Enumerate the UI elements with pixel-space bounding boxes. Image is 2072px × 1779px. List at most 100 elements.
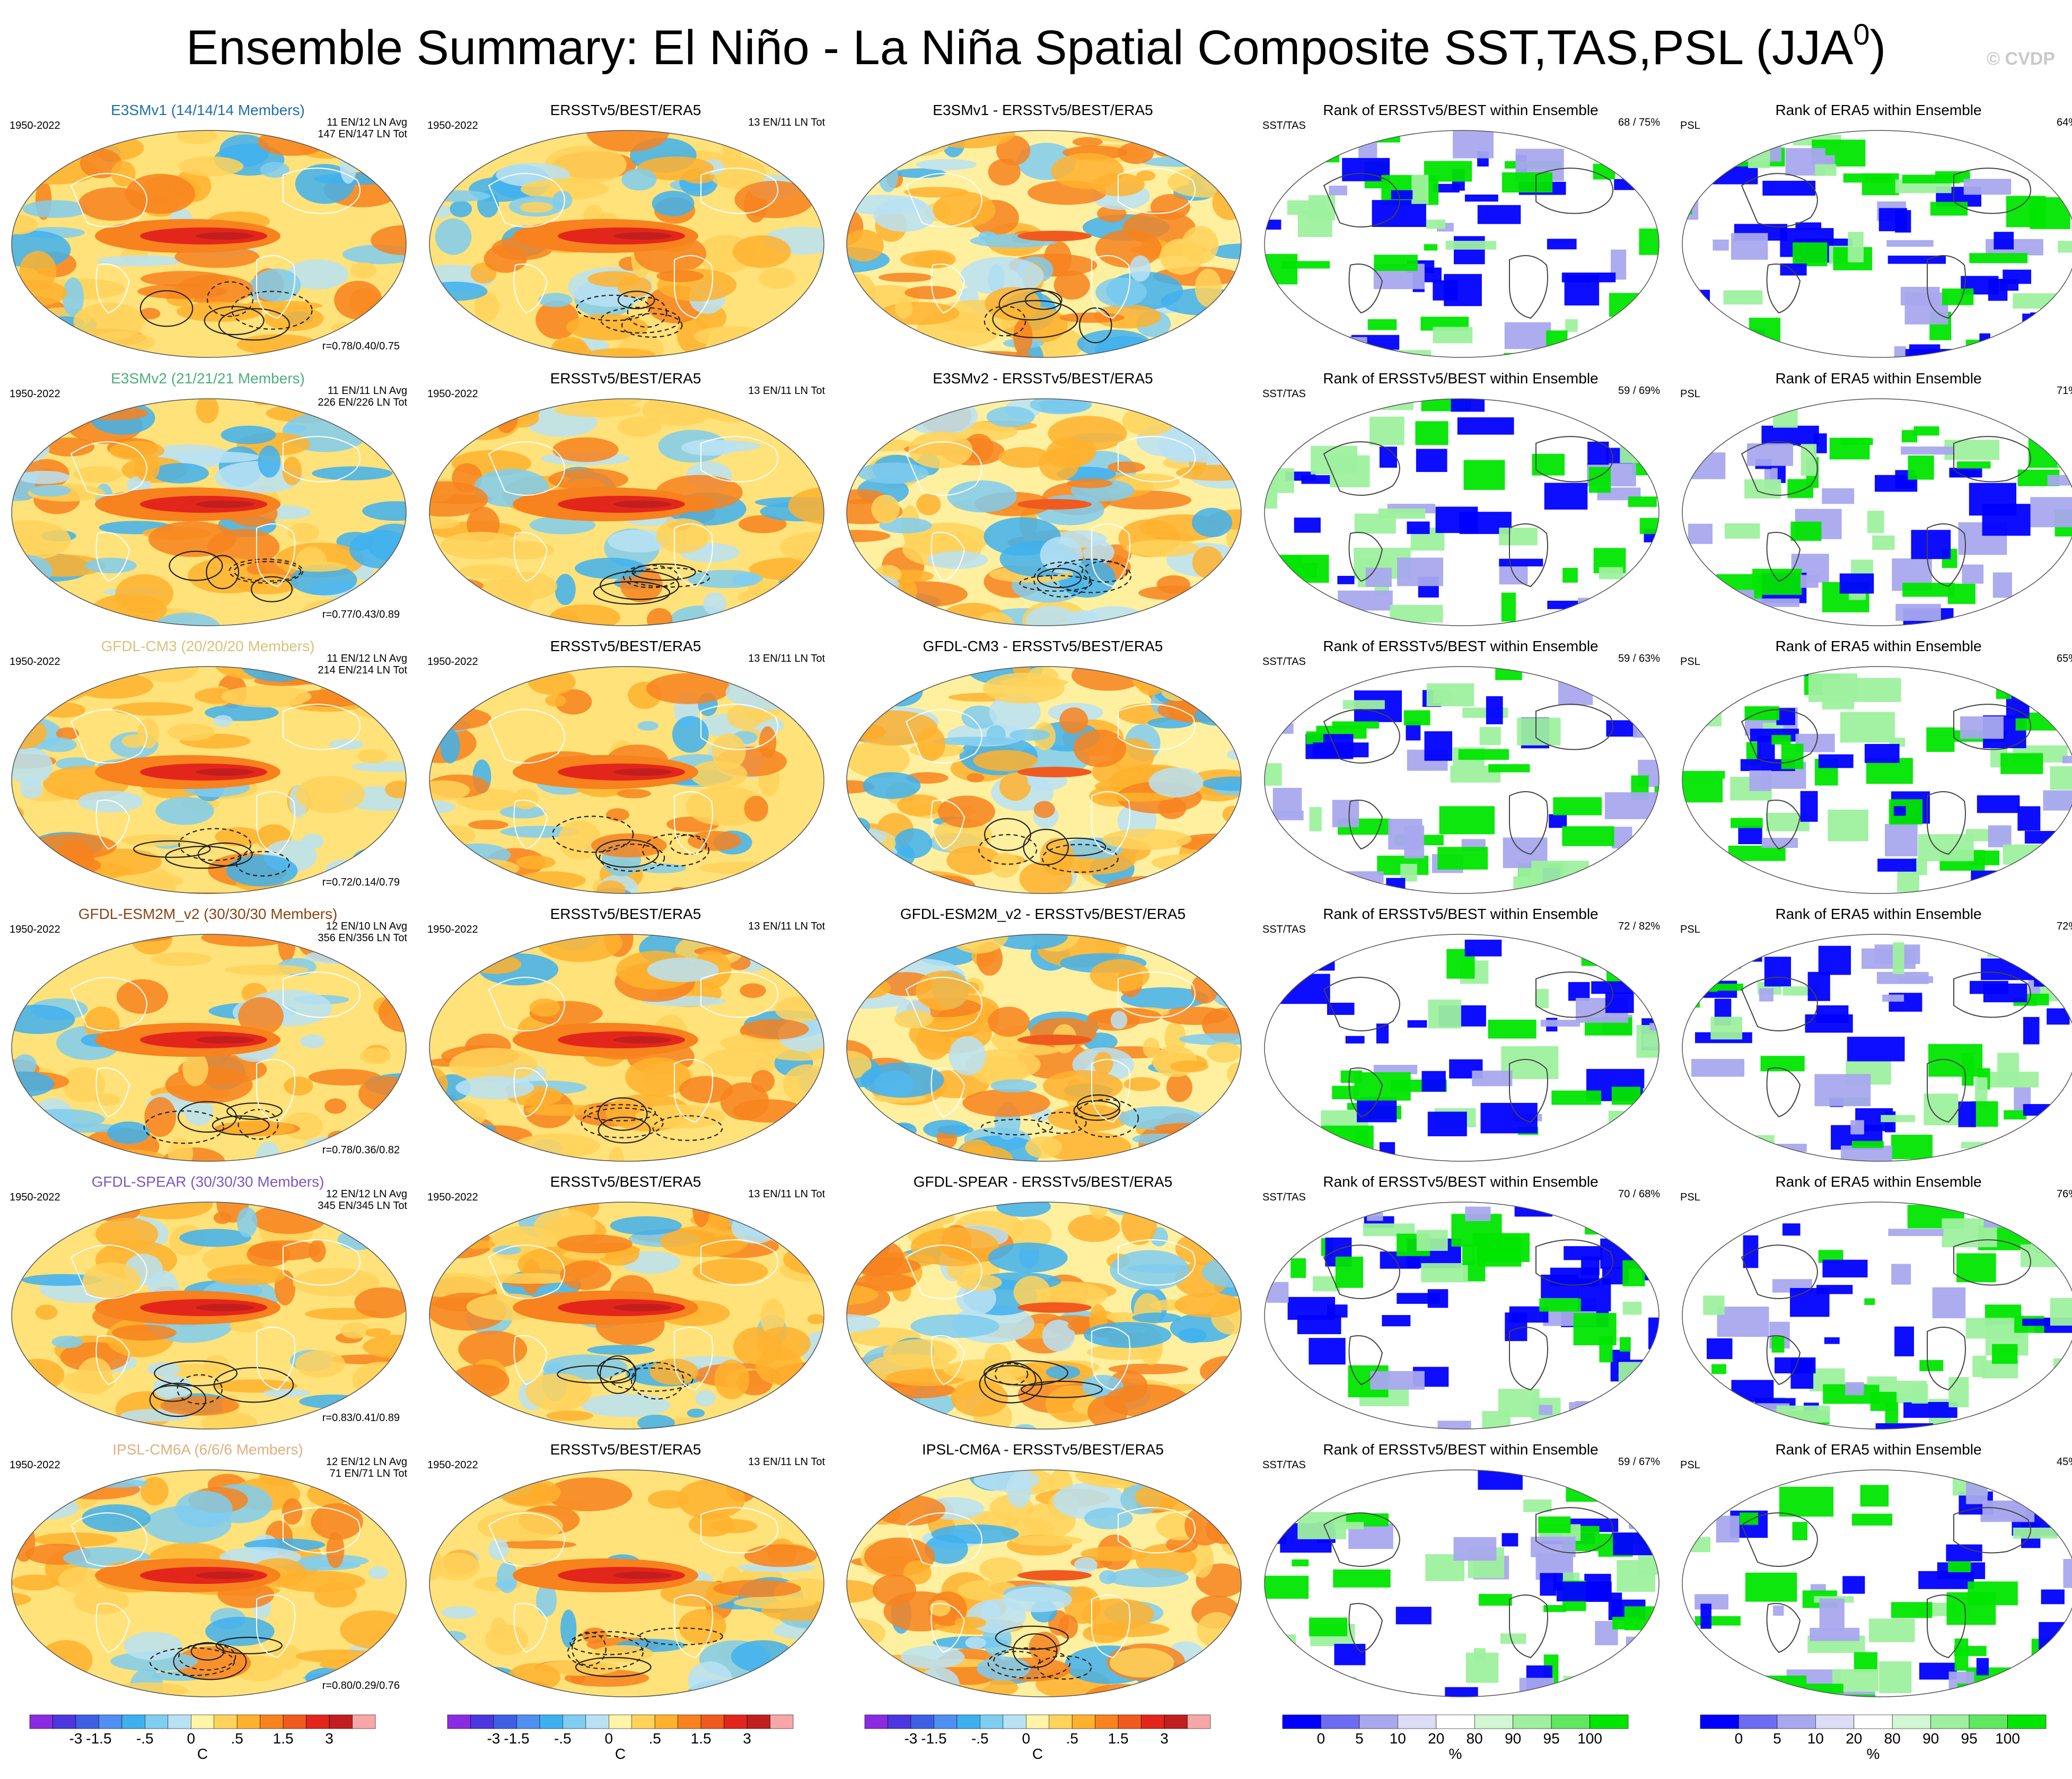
colorbar-swatches: 0 5 10 20 80 90 95 100 bbox=[1700, 1714, 2047, 1746]
panel-gfdl-esm2m_v2-model: GFDL-ESM2M_v2 (30/30/30 Members) 1950-202… bbox=[1, 900, 415, 1168]
avg-counts: 11 EN/12 LN Avg bbox=[327, 117, 407, 128]
map-plot bbox=[846, 398, 1242, 626]
colorbar-swatch bbox=[306, 1714, 330, 1729]
colorbar-swatch bbox=[190, 1714, 215, 1729]
colorbar-tick-label: 90 bbox=[1922, 1730, 1939, 1746]
colorbar-swatch bbox=[1551, 1714, 1590, 1729]
panel-gfdl-spear-model: GFDL-SPEAR (30/30/30 Members) 1950-2022 12… bbox=[1, 1168, 415, 1436]
avg-counts: 11 EN/12 LN Avg bbox=[327, 653, 407, 664]
panel-title: Rank of ERA5 within Ensemble bbox=[1775, 638, 1982, 654]
panel-gfdl-spear-rank-psl: Rank of ERA5 within Ensemble PSL 76% bbox=[1672, 1168, 2072, 1436]
period-label: 1950-2022 bbox=[10, 656, 60, 668]
colorbar-swatch bbox=[1815, 1714, 1855, 1729]
period-label: 1950-2022 bbox=[10, 120, 60, 132]
panel-title: Rank of ERA5 within Ensemble bbox=[1775, 370, 1982, 387]
total-counts: 214 EN/214 LN Tot bbox=[318, 664, 407, 676]
event-counts: 12 EN/12 LN Avg 71 EN/71 LN Tot bbox=[326, 1456, 407, 1479]
obs-event-counts: 13 EN/11 LN Tot bbox=[748, 117, 825, 128]
variable-label: PSL bbox=[1680, 120, 1700, 132]
colorbar-swatch bbox=[214, 1714, 238, 1729]
panel-title: ERSSTv5/BEST/ERA5 bbox=[550, 102, 701, 118]
colorbar-swatch bbox=[910, 1714, 934, 1729]
panel-title: Rank of ERSSTv5/BEST within Ensemble bbox=[1323, 1173, 1599, 1190]
map-plot bbox=[1682, 666, 2072, 894]
colorbar-tick-label: .5 bbox=[231, 1730, 243, 1746]
obs-event-counts: 13 EN/11 LN Tot bbox=[748, 1188, 825, 1200]
colorbar-swatch bbox=[1095, 1714, 1119, 1729]
period-label: 1950-2022 bbox=[10, 1191, 60, 1203]
colorbar-swatch bbox=[770, 1714, 794, 1729]
panel-title: Rank of ERA5 within Ensemble bbox=[1775, 102, 1982, 118]
period-label: 1950-2022 bbox=[427, 120, 478, 132]
event-counts: 11 EN/12 LN Avg 214 EN/214 LN Tot bbox=[318, 653, 407, 676]
panel-gfdl-cm3-rank-sst: Rank of ERSSTv5/BEST within Ensemble SST/… bbox=[1254, 633, 1667, 900]
pattern-correlation: r=0.80/0.29/0.76 bbox=[322, 1680, 400, 1692]
colorbar-tick-label: -1.5 bbox=[86, 1730, 111, 1746]
colorbar-swatch bbox=[1025, 1714, 1050, 1729]
colorbar-swatch bbox=[1930, 1714, 1970, 1729]
rank-summary: 72 / 82% bbox=[1618, 921, 1660, 932]
panel-title: GFDL-ESM2M_v2 - ERSSTv5/BEST/ERA5 bbox=[900, 906, 1186, 922]
event-counts: 12 EN/10 LN Avg 356 EN/356 LN Tot bbox=[318, 921, 407, 944]
colorbar-swatch bbox=[1474, 1714, 1513, 1729]
colorbar-swatch bbox=[1359, 1714, 1398, 1729]
total-counts: 147 EN/147 LN Tot bbox=[318, 128, 407, 140]
rank-colorbar-2: 0 5 10 20 80 90 95 100% bbox=[1698, 1714, 2048, 1772]
map-plot bbox=[11, 130, 407, 358]
colorbar-tick-label: -3 bbox=[69, 1730, 82, 1746]
colorbar-tick-label: 95 bbox=[1961, 1730, 1978, 1746]
colorbar-unit: C bbox=[197, 1746, 208, 1762]
colorbar-tick-label: 3 bbox=[743, 1730, 751, 1746]
colorbar-swatch bbox=[168, 1714, 191, 1729]
variable-label: PSL bbox=[1680, 924, 1700, 935]
colorbar-swatch bbox=[260, 1714, 284, 1729]
panel-title: ERSSTv5/BEST/ERA5 bbox=[550, 638, 701, 654]
temperature-colorbar-1: -3 -1.5 -.5 0 .5 1.5 3 C bbox=[28, 1714, 377, 1772]
rank-summary: 59 / 69% bbox=[1618, 385, 1660, 397]
colorbar-tick-label: 0 bbox=[605, 1730, 613, 1746]
colorbar-tick-label: 5 bbox=[1773, 1730, 1781, 1746]
map-plot bbox=[11, 666, 407, 894]
colorbar-swatch bbox=[1049, 1714, 1073, 1729]
panel-ipsl-cm6a-obs: ERSSTv5/BEST/ERA5 1950-2022 13 EN/11 LN To… bbox=[419, 1436, 832, 1704]
colorbar-swatches: -3 -1.5 -.5 0 .5 1.5 3 bbox=[864, 1714, 1211, 1746]
panel-title: E3SMv2 (21/21/21 Members) bbox=[111, 370, 305, 387]
colorbar-swatch bbox=[1118, 1714, 1142, 1729]
colorbar-swatch bbox=[1141, 1714, 1165, 1729]
colorbar-swatch bbox=[283, 1714, 306, 1729]
colorbar-tick-label: -1.5 bbox=[504, 1730, 529, 1746]
panel-title: Rank of ERSSTv5/BEST within Ensemble bbox=[1323, 370, 1599, 387]
rank-summary: 59 / 67% bbox=[1618, 1456, 1660, 1468]
colorbar-swatch bbox=[29, 1714, 53, 1729]
rank-summary: 64% bbox=[2056, 117, 2072, 128]
obs-event-counts: 13 EN/11 LN Tot bbox=[748, 1456, 825, 1468]
map-plot bbox=[1264, 398, 1660, 626]
colorbar-swatch bbox=[1513, 1714, 1552, 1729]
panel-gfdl-cm3-diff: GFDL-CM3 - ERSSTv5/BEST/ERA5 bbox=[836, 633, 1250, 900]
colorbar-swatch bbox=[608, 1714, 633, 1729]
colorbar-swatch bbox=[678, 1714, 701, 1729]
variable-label: SST/TAS bbox=[1262, 1459, 1306, 1471]
panel-gfdl-esm2m_v2-diff: GFDL-ESM2M_v2 - ERSSTv5/BEST/ERA5 bbox=[836, 900, 1250, 1168]
panel-title: ERSSTv5/BEST/ERA5 bbox=[550, 1441, 701, 1458]
event-counts: 11 EN/11 LN Avg 226 EN/226 LN Tot bbox=[318, 385, 407, 408]
colorbar-swatch bbox=[236, 1714, 261, 1729]
panel-title: GFDL-SPEAR (30/30/30 Members) bbox=[91, 1173, 324, 1190]
colorbar-tick-label: 3 bbox=[1160, 1730, 1169, 1746]
map-plot bbox=[1264, 1202, 1660, 1430]
total-counts: 71 EN/71 LN Tot bbox=[329, 1468, 407, 1479]
colorbar-swatch bbox=[1282, 1714, 1321, 1729]
period-label: 1950-2022 bbox=[427, 388, 478, 400]
colorbar-swatch bbox=[1321, 1714, 1360, 1729]
panel-title: ERSSTv5/BEST/ERA5 bbox=[550, 370, 701, 387]
pattern-correlation: r=0.77/0.43/0.89 bbox=[322, 609, 400, 620]
colorbar-swatch bbox=[2007, 1714, 2047, 1729]
colorbar-tick-label: 20 bbox=[1846, 1730, 1862, 1746]
temperature-colorbar-2: -3 -1.5 -.5 0 .5 1.5 3 C bbox=[445, 1714, 795, 1772]
rank-summary: 59 / 63% bbox=[1618, 653, 1660, 664]
panel-title: GFDL-CM3 - ERSSTv5/BEST/ERA5 bbox=[923, 638, 1163, 654]
event-counts: 12 EN/12 LN Avg 345 EN/345 LN Tot bbox=[318, 1188, 407, 1212]
map-plot bbox=[846, 1469, 1242, 1697]
variable-label: SST/TAS bbox=[1262, 120, 1306, 132]
map-plot bbox=[1682, 1469, 2072, 1697]
